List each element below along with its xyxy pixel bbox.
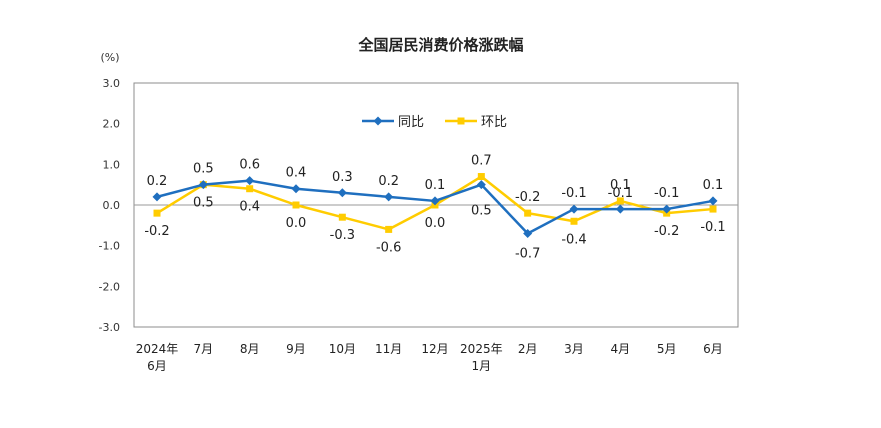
x-tick-label: 6月	[147, 359, 167, 373]
data-point-yoy	[291, 184, 301, 194]
y-tick-label: -2.0	[99, 280, 120, 293]
legend-marker-mom	[457, 117, 465, 125]
data-label-mom: 0.4	[239, 200, 260, 215]
x-tick-label: 8月	[240, 342, 260, 356]
x-tick-label: 2024年	[136, 342, 179, 356]
data-label-mom: 0.5	[193, 196, 214, 211]
data-label-mom: -0.2	[144, 224, 169, 239]
data-label-mom: -0.1	[700, 220, 725, 235]
data-label-mom: -0.4	[561, 232, 586, 247]
data-label-yoy: -0.7	[515, 246, 540, 261]
x-tick-label: 6月	[703, 342, 723, 356]
y-tick-label: -3.0	[99, 321, 120, 334]
y-unit-label: (%)	[100, 51, 119, 64]
y-tick-label: -1.0	[99, 240, 120, 253]
data-label-yoy: 0.2	[147, 174, 168, 189]
data-label-yoy: 0.3	[332, 170, 353, 185]
data-point-yoy	[337, 188, 347, 198]
data-label-mom: 0.1	[610, 178, 631, 193]
x-tick-label: 12月	[421, 342, 448, 356]
data-point-mom	[246, 185, 254, 193]
y-axis-ticks: 3.0 2.0 1.0 0.0 -1.0 -2.0 -3.0	[99, 77, 120, 334]
chart-title: 全国居民消费价格涨跌幅	[357, 36, 523, 54]
data-point-mom	[153, 209, 161, 217]
series-layer: 0.2 0.5 0.6 0.4 0.3 0.2 0.1 0.5 -0.7 -0.1 -0.1 -0.1…	[144, 154, 725, 262]
x-tick-label: 4月	[611, 342, 631, 356]
y-tick-label: 3.0	[103, 77, 121, 90]
legend-label-yoy: 同比	[398, 115, 424, 130]
data-label-mom: -0.6	[376, 240, 401, 255]
data-label-yoy: 0.5	[193, 162, 214, 177]
data-point-mom	[570, 217, 578, 225]
data-point-mom	[477, 173, 485, 181]
x-tick-label: 1月	[472, 359, 492, 373]
y-tick-label: 2.0	[103, 118, 121, 131]
x-tick-label: 11月	[375, 342, 402, 356]
data-point-yoy	[245, 176, 255, 186]
data-point-yoy	[430, 196, 440, 206]
y-tick-label: 1.0	[103, 158, 121, 171]
x-tick-label: 10月	[329, 342, 356, 356]
x-tick-label: 5月	[657, 342, 677, 356]
data-point-mom	[709, 205, 717, 213]
data-label-mom: -0.2	[515, 190, 540, 205]
x-tick-label: 2月	[518, 342, 538, 356]
data-label-mom: 0.7	[471, 154, 492, 169]
legend-label-mom: 环比	[481, 115, 507, 130]
data-label-yoy: -0.1	[608, 186, 633, 201]
data-point-yoy	[198, 180, 208, 190]
data-point-yoy	[384, 192, 394, 202]
x-tick-label: 9月	[286, 342, 306, 356]
data-point-yoy	[523, 228, 533, 238]
data-label-mom: 0.0	[286, 216, 307, 231]
data-label-mom: -0.3	[330, 228, 355, 243]
data-label-yoy: 0.4	[286, 166, 307, 181]
data-point-mom	[338, 213, 346, 221]
y-tick-label: 0.0	[103, 199, 121, 212]
x-axis-ticks: 2024年 6月 7月 8月 9月 10月 11月 12月 2025年 1月 2月 3月 4月 5月 6月	[136, 342, 723, 373]
data-label-yoy: 0.2	[378, 174, 399, 189]
data-point-mom	[385, 225, 393, 233]
data-point-mom	[524, 209, 532, 217]
x-tick-label: 3月	[564, 342, 584, 356]
data-point-yoy	[615, 204, 625, 214]
data-label-yoy: 0.6	[239, 158, 260, 173]
data-point-yoy	[476, 180, 486, 190]
data-point-yoy	[662, 204, 672, 214]
data-label-mom: 0.0	[425, 216, 446, 231]
x-tick-label: 7月	[194, 342, 214, 356]
data-point-yoy	[708, 196, 718, 206]
data-label-yoy: -0.1	[561, 186, 586, 201]
data-label-yoy: 0.1	[425, 178, 446, 193]
data-label-yoy: 0.1	[703, 178, 724, 193]
legend-marker-yoy	[373, 116, 383, 126]
data-label-yoy: -0.1	[654, 186, 679, 201]
data-point-yoy	[152, 192, 162, 202]
legend: 同比 环比	[362, 115, 507, 130]
data-point-mom	[616, 197, 624, 205]
data-point-mom	[292, 201, 300, 209]
x-tick-label: 2025年	[460, 342, 503, 356]
data-label-yoy: 0.5	[471, 204, 492, 219]
data-point-yoy	[569, 204, 579, 214]
data-label-mom: -0.2	[654, 224, 679, 239]
